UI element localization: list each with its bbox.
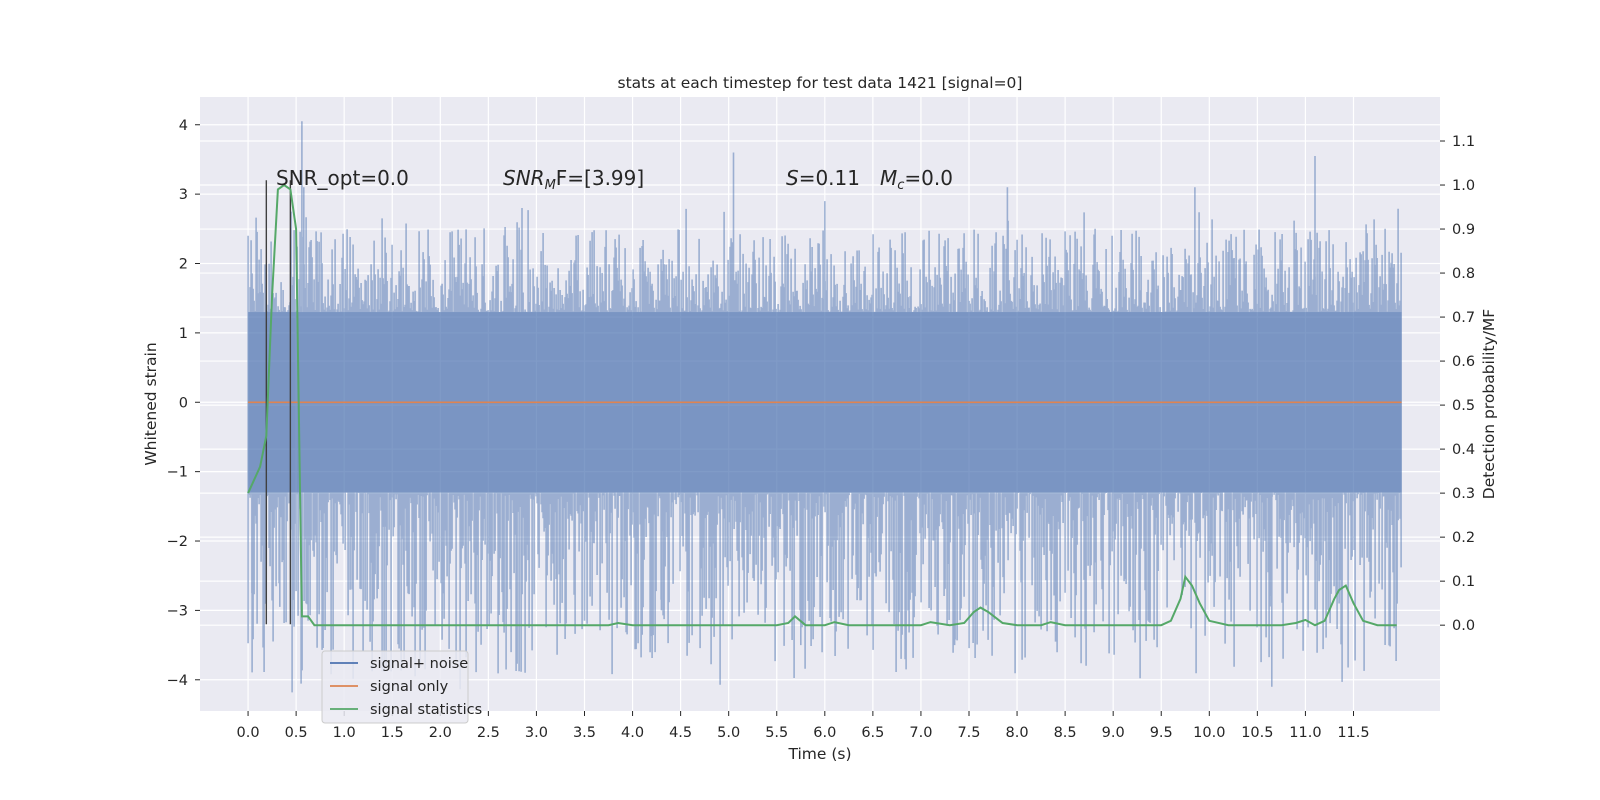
- y-left-tick-label: −1: [167, 465, 188, 481]
- y-right-tick-label: 0.0: [1452, 618, 1475, 634]
- y-right-tick-label: 1.1: [1452, 134, 1475, 150]
- y-left-tick-label: −2: [167, 534, 188, 550]
- y-left-tick-label: −3: [167, 603, 188, 619]
- y-right-tick-label: 0.5: [1452, 398, 1475, 414]
- x-tick-label: 4.5: [669, 725, 692, 741]
- x-tick-label: 10.0: [1193, 725, 1225, 741]
- y-right-tick-label: 0.2: [1452, 530, 1475, 546]
- annotation-snr-mf: SNRMF=[3.99]: [503, 166, 644, 193]
- annotation-mc: Mc=0.0: [880, 166, 953, 193]
- x-tick-label: 4.0: [621, 725, 644, 741]
- y-right-tick-label: 0.1: [1452, 574, 1475, 590]
- x-tick-label: 1.0: [333, 725, 356, 741]
- x-tick-label: 7.5: [957, 725, 980, 741]
- y-left-axis-ticks: −4 −3 −2 −1 0 1 2 3 4: [167, 118, 200, 689]
- x-tick-label: 6.5: [861, 725, 884, 741]
- legend-label-signal-plus-noise: signal+ noise: [370, 656, 468, 672]
- vertical-markers: [265, 180, 292, 625]
- x-tick-label: 2.5: [477, 725, 500, 741]
- y-right-tick-label: 0.8: [1452, 266, 1475, 282]
- legend-label-signal-only: signal only: [370, 679, 449, 695]
- legend-label-signal-statistics: signal statistics: [370, 702, 482, 718]
- x-tick-label: 11.0: [1289, 725, 1321, 741]
- y-right-tick-label: 0.9: [1452, 222, 1475, 238]
- x-tick-label: 1.5: [381, 725, 404, 741]
- x-tick-label: 2.0: [429, 725, 452, 741]
- legend-box: [321, 650, 469, 724]
- x-tick-label: 11.5: [1337, 725, 1369, 741]
- annotation-s: S=0.11: [786, 166, 860, 190]
- x-tick-label: 5.0: [717, 725, 740, 741]
- x-tick-label: 9.5: [1150, 725, 1173, 741]
- legend: signal+ noise signal only signal statist…: [321, 650, 482, 724]
- y-right-axis-ticks: 0.0 0.1 0.2 0.3 0.4 0.5 0.6 0.7 0.8 0.9 1.0 1.1: [1440, 134, 1475, 634]
- x-tick-label: 0.0: [237, 725, 260, 741]
- y-right-axis-label: Detection probability/MF: [1480, 309, 1498, 500]
- x-axis-label: Time (s): [787, 745, 851, 763]
- x-tick-label: 10.5: [1241, 725, 1273, 741]
- x-tick-label: 0.5: [285, 725, 308, 741]
- x-tick-label: 3.0: [525, 725, 548, 741]
- x-tick-label: 5.5: [765, 725, 788, 741]
- y-left-tick-label: 0: [179, 395, 188, 411]
- y-right-tick-label: 0.3: [1452, 486, 1475, 502]
- y-right-tick-label: 0.7: [1452, 310, 1475, 326]
- x-tick-label: 7.0: [909, 725, 932, 741]
- x-tick-label: 6.0: [813, 725, 836, 741]
- chart-title: stats at each timestep for test data 142…: [618, 74, 1023, 92]
- x-tick-label: 9.0: [1102, 725, 1125, 741]
- y-left-tick-label: 1: [179, 326, 188, 342]
- x-axis-ticks: 0.0 0.5 1.0 1.5 2.0 2.5 3.0 3.5 4.0 4.5 5.0 5.5 6.0 6…: [237, 711, 1370, 741]
- x-tick-label: 8.0: [1006, 725, 1029, 741]
- y-left-tick-label: 3: [179, 187, 188, 203]
- annotation-snr-opt: SNR_opt=0.0: [276, 166, 409, 190]
- y-left-tick-label: 4: [179, 118, 188, 134]
- y-right-tick-label: 1.0: [1452, 178, 1475, 194]
- y-left-tick-label: 2: [179, 257, 188, 273]
- x-tick-label: 3.5: [573, 725, 596, 741]
- x-tick-label: 8.5: [1054, 725, 1077, 741]
- y-right-tick-label: 0.6: [1452, 354, 1475, 370]
- y-right-tick-label: 0.4: [1452, 442, 1475, 458]
- y-left-axis-label: Whitened strain: [142, 342, 160, 465]
- series-signal-statistics: [247, 183, 1397, 627]
- y-left-tick-label: −4: [167, 673, 188, 689]
